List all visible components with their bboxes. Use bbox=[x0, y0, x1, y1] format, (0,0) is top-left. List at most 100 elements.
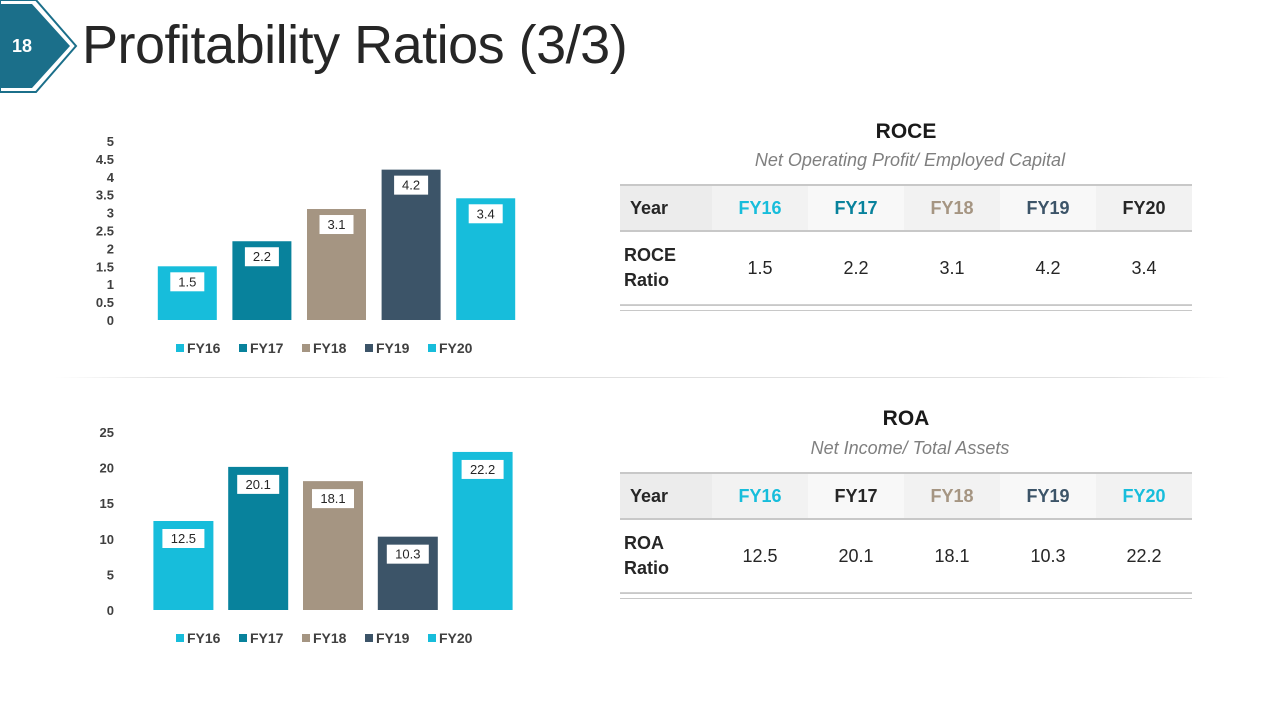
roce-y-tick: 3.5 bbox=[96, 188, 114, 203]
roce-y-tick: 5 bbox=[107, 134, 114, 149]
roa-legend-label: FY20 bbox=[439, 630, 473, 646]
roce-header-fy16: FY16 bbox=[712, 184, 808, 232]
roce-legend-swatch bbox=[428, 344, 436, 352]
roce-header-year: Year bbox=[620, 184, 712, 232]
roa-chart-canvas: 0 5 10 15 20 25 12.5 20.1 18.1 10.3 22.2 FY16 FY17 FY… bbox=[100, 425, 513, 646]
roa-y-tick: 25 bbox=[100, 425, 114, 440]
roce-row-label-line2: Ratio bbox=[624, 270, 669, 290]
roce-data-label-box bbox=[394, 175, 429, 195]
roa-data-label-box bbox=[312, 489, 354, 509]
roa-y-tick: 15 bbox=[100, 496, 114, 511]
roa-header-fy20: FY20 bbox=[1096, 472, 1192, 520]
roa-legend-swatch bbox=[428, 634, 436, 642]
roa-legend-label: FY17 bbox=[250, 630, 284, 646]
roce-ratio-row: ROCE Ratio 1.5 2.2 3.1 4.2 3.4 bbox=[620, 231, 1192, 305]
roa-table: Year FY16 FY17 FY18 FY19 FY20 ROA Ratio … bbox=[620, 472, 1192, 593]
roa-ratio-row: ROA Ratio 12.5 20.1 18.1 10.3 22.2 bbox=[620, 519, 1192, 593]
slide-title: Profitability Ratios (3/3) bbox=[82, 15, 628, 75]
roce-legend-label: FY20 bbox=[439, 340, 473, 356]
roce-data-label: 3.1 bbox=[327, 217, 345, 232]
roce-bar-fy19 bbox=[381, 169, 441, 320]
roce-y-tick: 0 bbox=[107, 313, 114, 328]
roa-data-label: 12.5 bbox=[171, 531, 196, 546]
roce-data-label: 1.5 bbox=[178, 274, 196, 289]
roce-formula: Net Operating Profit/ Employed Capital bbox=[754, 150, 1066, 170]
roce-data-label: 4.2 bbox=[402, 178, 420, 193]
roce-table-header-row: Year FY16 FY17 FY18 FY19 FY20 bbox=[620, 184, 1192, 232]
roce-legend-label: FY19 bbox=[376, 340, 410, 356]
roa-value-fy16: 12.5 bbox=[712, 519, 808, 593]
roa-data-label: 10.3 bbox=[395, 547, 420, 562]
roce-data-label-box bbox=[468, 204, 503, 224]
roa-legend-swatch bbox=[365, 634, 373, 642]
roce-data-label: 2.2 bbox=[253, 249, 271, 264]
roa-header-fy17: FY17 bbox=[808, 472, 904, 520]
roce-y-tick: 1.5 bbox=[96, 259, 114, 274]
roa-table-footer-rule bbox=[620, 593, 1192, 599]
roa-row-label: ROA Ratio bbox=[620, 519, 712, 593]
roce-header-fy19: FY19 bbox=[1000, 184, 1096, 232]
roa-data-label-box bbox=[386, 544, 429, 564]
roce-y-tick: 1 bbox=[107, 277, 114, 292]
roa-data-label: 22.2 bbox=[470, 462, 495, 477]
roa-header-fy19: FY19 bbox=[1000, 472, 1096, 520]
roa-legend-label: FY16 bbox=[187, 630, 221, 646]
roce-bar-chart: 0 0.5 1 1.5 2 2.5 3 3.5 4 4.5 5 1.5 2.2 3.1 4.2 3.4 FY16… bbox=[80, 128, 540, 388]
roa-heading: ROA bbox=[882, 407, 930, 430]
roce-y-tick: 4.5 bbox=[96, 152, 114, 167]
roa-legend-swatch bbox=[239, 634, 247, 642]
roa-data-label: 18.1 bbox=[320, 491, 345, 506]
roa-row-label-line2: Ratio bbox=[624, 558, 669, 578]
roce-value-fy20: 3.4 bbox=[1096, 231, 1192, 305]
roce-y-tick: 3 bbox=[107, 206, 114, 221]
roa-value-fy18: 18.1 bbox=[904, 519, 1000, 593]
roce-y-tick: 0.5 bbox=[96, 295, 114, 310]
roce-value-fy16: 1.5 bbox=[712, 231, 808, 305]
roce-y-tick: 2.5 bbox=[96, 224, 114, 239]
roa-data-label-box bbox=[461, 459, 504, 479]
roa-y-tick: 10 bbox=[100, 532, 114, 547]
roa-table-header-row: Year FY16 FY17 FY18 FY19 FY20 bbox=[620, 472, 1192, 520]
roa-value-fy17: 20.1 bbox=[808, 519, 904, 593]
slide-number: 18 bbox=[11, 36, 33, 56]
roa-value-fy20: 22.2 bbox=[1096, 519, 1192, 593]
roce-legend-swatch bbox=[239, 344, 247, 352]
roa-header-year: Year bbox=[620, 472, 712, 520]
roce-legend-label: FY16 bbox=[187, 340, 221, 356]
roa-legend-swatch bbox=[302, 634, 310, 642]
roa-data-label: 20.1 bbox=[246, 477, 271, 492]
roce-legend-label: FY18 bbox=[313, 340, 347, 356]
slide-number-badge bbox=[0, 0, 78, 93]
roce-header-fy17: FY17 bbox=[808, 184, 904, 232]
roce-row-label: ROCE Ratio bbox=[620, 231, 712, 305]
roce-chart-canvas: 0 0.5 1 1.5 2 2.5 3 3.5 4 4.5 5 1.5 2.2 3.1 4.2 3.4 FY16… bbox=[96, 134, 516, 356]
roce-data-label: 3.4 bbox=[477, 206, 495, 221]
roa-value-fy19: 10.3 bbox=[1000, 519, 1096, 593]
roce-data-label-box bbox=[319, 215, 354, 235]
roce-header-fy20: FY20 bbox=[1096, 184, 1192, 232]
roa-y-tick: 5 bbox=[107, 567, 114, 582]
roa-formula: Net Income/ Total Assets bbox=[810, 438, 1010, 458]
roce-legend-swatch bbox=[302, 344, 310, 352]
roa-row-label-line1: ROA bbox=[624, 533, 664, 553]
roa-data-label-box bbox=[162, 529, 205, 548]
roa-data-label-box bbox=[237, 474, 280, 494]
roce-value-fy19: 4.2 bbox=[1000, 231, 1096, 305]
roce-table: Year FY16 FY17 FY18 FY19 FY20 ROCE Ratio… bbox=[620, 184, 1192, 305]
roce-table-footer-rule bbox=[620, 305, 1192, 311]
roa-y-tick: 0 bbox=[107, 603, 114, 618]
roa-bar-chart: 0 5 10 15 20 25 12.5 20.1 18.1 10.3 22.2 FY16 FY17 FY… bbox=[80, 418, 540, 678]
roce-y-tick: 4 bbox=[107, 170, 115, 185]
roce-legend-swatch bbox=[365, 344, 373, 352]
roce-data-label-box bbox=[244, 247, 279, 267]
roce-data-label-box bbox=[170, 272, 205, 292]
roa-header-fy18: FY18 bbox=[904, 472, 1000, 520]
roce-legend-swatch bbox=[176, 344, 184, 352]
roa-legend-swatch bbox=[176, 634, 184, 642]
roa-legend-label: FY18 bbox=[313, 630, 347, 646]
roce-header-fy18: FY18 bbox=[904, 184, 1000, 232]
roce-row-label-line1: ROCE bbox=[624, 245, 677, 265]
roce-legend-label: FY17 bbox=[250, 340, 284, 356]
roce-value-fy17: 2.2 bbox=[808, 231, 904, 305]
roce-value-fy18: 3.1 bbox=[904, 231, 1000, 305]
